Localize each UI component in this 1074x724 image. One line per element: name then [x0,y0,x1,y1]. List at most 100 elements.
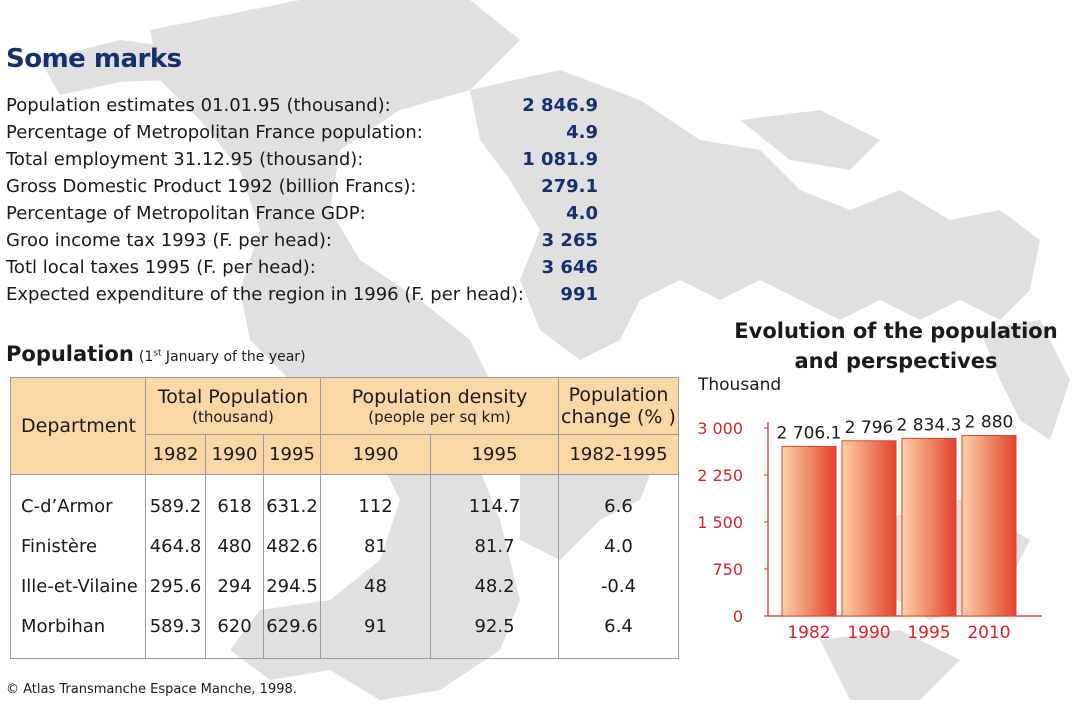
header-year: 1995 [263,434,321,475]
cell-density-1990: 48 [320,566,431,607]
cell-density-1995: 81.7 [430,526,559,567]
table-row: Ille-et-Vilaine 295.6 294 294.5 48 48.2 … [10,566,679,607]
cell-pop-1990: 294 [205,566,264,607]
bar [961,435,1017,617]
copyright-note: © Atlas Transmanche Espace Manche, 1998. [6,682,297,697]
header-total-line1: Total Population [157,386,309,408]
cell-density-1990: 91 [320,606,431,647]
y-axis-label: Thousand [697,375,781,395]
chart-title: Evolution of the population and perspect… [720,316,1072,376]
bar-value-label: 2 706.1 [777,423,842,443]
cell-density-1995: 48.2 [430,566,559,607]
y-tick-label: 750 [712,560,743,579]
cell-department: Ille-et-Vilaine [10,566,146,607]
cell-change: 6.6 [558,486,679,527]
cell-change: 4.0 [558,526,679,567]
population-subtitle-sup: st [153,348,162,359]
marks-row: Groo income tax 1993 (F. per head): 3 265 [6,227,598,254]
marks-row: Totl local taxes 1995 (F. per head): 3 64… [6,254,598,281]
cell-pop-1995: 294.5 [263,566,321,607]
marks-value: 4.9 [566,122,598,143]
marks-row: Percentage of Metropolitan France GDP: 4.… [6,200,598,227]
marks-value: 2 846.9 [522,95,598,116]
header-change: Population change (% ) [558,377,679,435]
chart-title-line2: and perspectives [794,349,998,373]
marks-label: Groo income tax 1993 (F. per head): [6,230,332,251]
marks-row: Population estimates 01.01.95 (thousand)… [6,92,598,119]
cell-pop-1990: 618 [205,486,264,527]
header-total-line2: (thousand) [192,408,274,426]
x-tick-label: 1982 [787,623,830,643]
header-year: 1982-1995 [558,434,679,475]
header-total-population: Total Population (thousand) [145,377,321,435]
y-tick-label: 3 000 [697,419,743,438]
table-spacer-row [10,646,679,659]
marks-label: Percentage of Metropolitan France GDP: [6,203,366,224]
header-change-line2: change (% ) [561,406,676,428]
header-department: Department [10,377,146,475]
cell-pop-1982: 295.6 [145,566,206,607]
cell-department: Finistère [10,526,146,567]
cell-department: C-d’Armor [10,486,146,527]
cell-pop-1995: 482.6 [263,526,321,567]
y-tick-label: 2 250 [697,466,743,485]
marks-value: 991 [560,284,598,305]
header-year: 1990 [320,434,431,475]
marks-label: Total employment 31.12.95 (thousand): [6,149,364,170]
cell-density-1990: 81 [320,526,431,567]
population-table: Department Total Population (thousand) P… [10,377,679,659]
header-year: 1995 [430,434,559,475]
marks-value: 1 081.9 [522,149,598,170]
marks-list: Population estimates 01.01.95 (thousand)… [6,92,598,308]
cell-pop-1995: 629.6 [263,606,321,647]
marks-label: Gross Domestic Product 1992 (billion Fra… [6,176,417,197]
table-row: Finistère 464.8 480 482.6 81 81.7 4.0 [10,526,679,567]
table-year-row: 1982 1990 1995 1990 1995 1982-1995 [10,434,679,475]
some-marks-title: Some marks [6,44,182,74]
cell-change: -0.4 [558,566,679,607]
cell-pop-1995: 631.2 [263,486,321,527]
population-title: Population (1st January of the year) [6,342,306,366]
cell-density-1995: 114.7 [430,486,559,527]
population-subtitle-post: January of the year) [161,349,306,365]
marks-label: Percentage of Metropolitan France popula… [6,122,423,143]
cell-pop-1990: 620 [205,606,264,647]
population-subtitle: (1st January of the year) [139,348,306,365]
marks-value: 3 646 [541,257,598,278]
x-tick-label: 2010 [967,623,1010,643]
marks-value: 4.0 [566,203,598,224]
marks-value: 279.1 [541,176,598,197]
marks-label: Expected expenditure of the region in 19… [6,284,524,305]
table-header-row: Department Total Population (thousand) P… [10,377,679,475]
marks-row: Gross Domestic Product 1992 (billion Fra… [6,173,598,200]
x-tick-label: 1990 [847,623,890,643]
cell-department: Morbihan [10,606,146,647]
population-heading: Population [6,342,134,366]
table-row: Morbihan 589.3 620 629.6 91 92.5 6.4 [10,606,679,647]
x-tick-label: 1995 [907,623,950,643]
marks-label: Population estimates 01.01.95 (thousand)… [6,95,391,116]
y-tick-label: 0 [733,607,743,626]
bar [901,437,957,617]
bar-value-label: 2 796 [845,418,894,438]
cell-pop-1982: 589.3 [145,606,206,647]
bar-value-label: 2 880 [965,413,1014,433]
header-year: 1982 [145,434,206,475]
bar [781,445,837,617]
cell-pop-1982: 464.8 [145,526,206,567]
chart-title-line1: Evolution of the population [734,319,1058,343]
header-density-line1: Population density [351,386,528,408]
table-row: C-d’Armor 589.2 618 631.2 112 114.7 6.6 [10,486,679,527]
cell-pop-1982: 589.2 [145,486,206,527]
y-tick-label: 1 500 [697,513,743,532]
table-spacer-row [10,474,679,487]
cell-pop-1990: 480 [205,526,264,567]
population-bar-chart: Thousand 0 750 1 500 2 250 3 000 2 706.1 1982 2… [697,375,1042,643]
marks-row: Total employment 31.12.95 (thousand): 1 0… [6,146,598,173]
cell-change: 6.4 [558,606,679,647]
bar [841,440,897,617]
cell-density-1990: 112 [320,486,431,527]
header-change-line1: Population [568,384,669,406]
marks-row: Percentage of Metropolitan France popula… [6,119,598,146]
bar-value-label: 2 834.3 [897,415,962,435]
